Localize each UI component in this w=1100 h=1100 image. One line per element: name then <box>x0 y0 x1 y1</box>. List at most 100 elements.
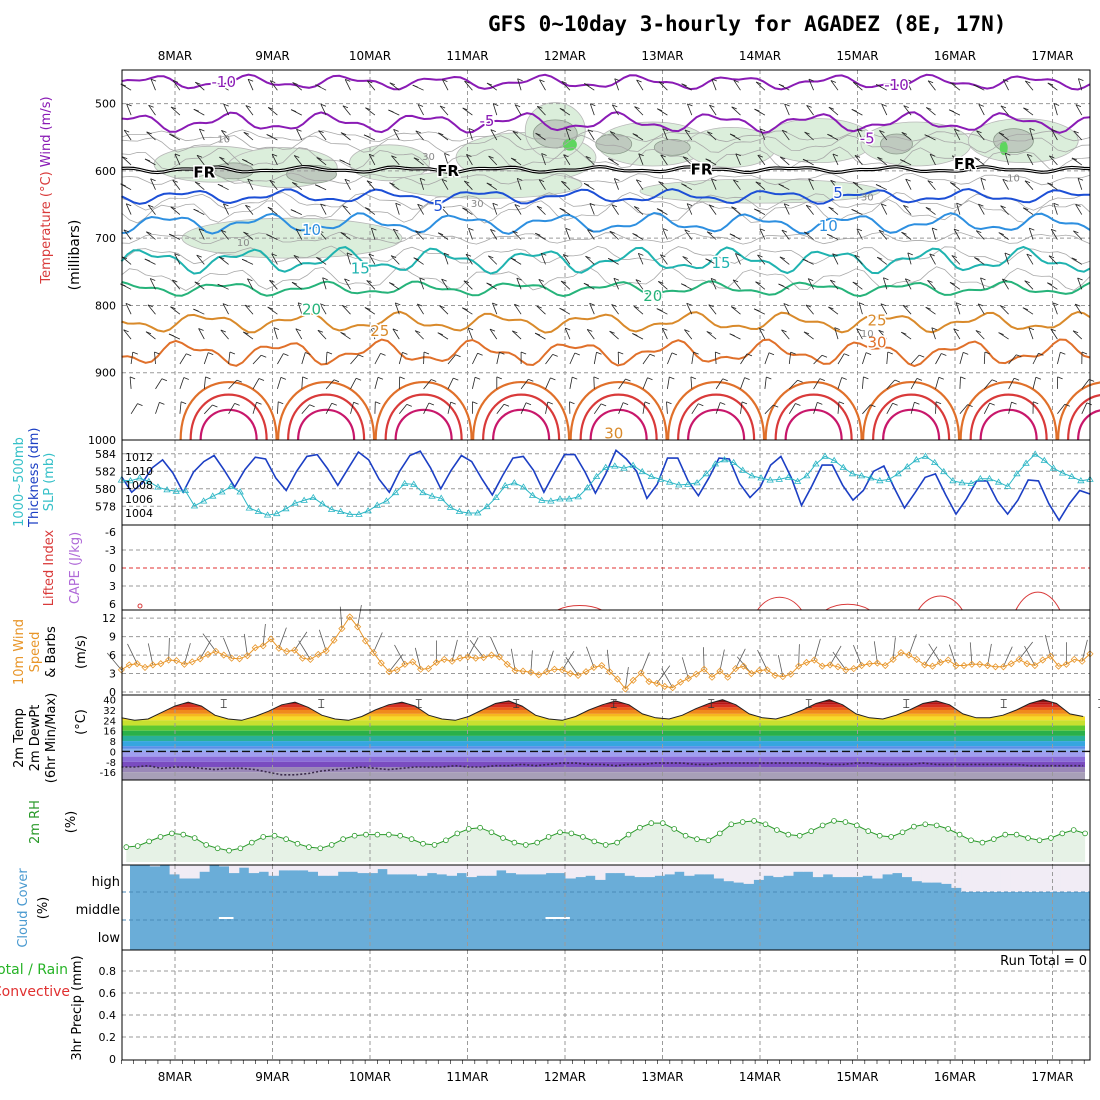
wind-barb <box>901 132 912 141</box>
cloud-high-gap <box>713 865 725 879</box>
wind-barb-flag <box>662 128 669 132</box>
cloud-high-gap <box>832 865 843 878</box>
wind-barb-flag <box>331 402 337 406</box>
cloud-high-gap <box>803 865 814 872</box>
rh2m-point <box>614 839 620 846</box>
wind-barb <box>611 104 619 116</box>
wind-barb <box>903 105 912 116</box>
wind-barb <box>983 351 986 365</box>
wind-barb-flag <box>658 281 664 284</box>
wind-barb-flag <box>589 302 595 306</box>
wind-barb <box>830 180 839 190</box>
wind10-barb <box>969 642 973 665</box>
wind-barb <box>365 107 376 116</box>
wind-barb <box>1024 80 1034 91</box>
wind-barb-flag <box>419 177 426 181</box>
wind-barb <box>706 231 717 240</box>
rh2m-point <box>853 822 860 829</box>
wind-barb-flag <box>746 353 753 357</box>
wind-barb-flag <box>1003 79 1009 82</box>
wind-barb <box>267 206 278 215</box>
wind-barb-flag <box>658 181 664 184</box>
pressure-tick: 900 <box>95 367 116 380</box>
wind-barb-flag <box>754 208 760 212</box>
wind10-barb <box>490 636 500 658</box>
temp-minmax-bar <box>610 699 617 708</box>
wind-barb-flag <box>954 128 960 132</box>
wind-barb-flag <box>316 257 322 260</box>
cloud-high-gap <box>525 865 537 875</box>
slp-point <box>958 479 966 486</box>
rh2m-point <box>420 840 426 847</box>
wind10-barb <box>278 627 287 649</box>
wind-barb <box>441 278 449 290</box>
wind-barb-flag <box>193 208 199 212</box>
date-label-top: 12MAR <box>544 49 586 63</box>
wind-barb <box>660 154 668 166</box>
isotherm-line <box>120 187 1091 205</box>
rh2m-point <box>363 831 369 838</box>
wind10-point <box>141 663 149 671</box>
wind10-point <box>117 666 125 674</box>
wind-barb-flag <box>609 230 615 234</box>
wind-barb-flag <box>122 156 128 160</box>
wind-barb-flag <box>611 304 617 307</box>
slp-point <box>702 470 710 477</box>
wind-barb-flag <box>778 283 784 287</box>
wind-barb <box>174 253 181 265</box>
wind-barb-flag <box>781 229 788 233</box>
wind-barb-flag <box>780 156 786 160</box>
date-label-top: 14MAR <box>739 49 781 63</box>
wind-barb <box>155 402 160 414</box>
temp-band <box>122 704 1085 708</box>
wind-barb <box>517 78 522 91</box>
cloud-high-gap <box>951 865 962 888</box>
wind10-point <box>771 671 779 679</box>
wind-barb <box>368 154 376 166</box>
cloud-high-gap <box>575 865 586 878</box>
wind-barb <box>245 205 254 215</box>
wind-barb <box>125 203 132 215</box>
thickness-label-1: 1000~500mb <box>12 437 27 527</box>
wind-barb-flag <box>442 79 448 82</box>
rh2m-point <box>340 836 346 842</box>
wind-barb <box>463 280 473 290</box>
wind-barb <box>243 231 254 240</box>
wind-barb <box>292 182 303 191</box>
wind-barb-flag <box>298 302 304 306</box>
wind-barb-flag <box>754 108 760 112</box>
slp-point <box>382 497 391 504</box>
wind10-point <box>676 678 685 686</box>
wind-barb <box>172 179 181 190</box>
wind-barb <box>881 104 888 116</box>
cloud-high-gap <box>327 865 339 876</box>
wind-barb <box>955 302 961 315</box>
wind-barb-flag <box>317 329 324 333</box>
rh2m-point <box>842 819 849 825</box>
wind-barb <box>150 78 156 91</box>
wind10-unit: (m/s) <box>74 622 89 682</box>
cloud-high-gap <box>733 865 744 883</box>
wind-barb-flag <box>609 131 616 134</box>
wind-barb <box>569 377 573 389</box>
wind-barb <box>759 228 766 240</box>
wind-barb-flag <box>1048 255 1055 259</box>
wind-barb-flag <box>731 306 737 309</box>
wind-barb <box>243 131 254 141</box>
thickness-line <box>120 448 1091 522</box>
wind-barb <box>269 280 278 290</box>
wind-barb <box>642 377 648 390</box>
wind-barb-flag <box>148 104 154 108</box>
wind-barb-flag <box>217 84 224 87</box>
wind-barb-flag <box>660 254 666 258</box>
cloud-high-gap <box>555 865 566 874</box>
wind-barb-flag <box>150 78 157 82</box>
wind-barb <box>949 282 961 290</box>
slp-point <box>766 476 774 483</box>
temp-minmax-bar <box>415 699 422 708</box>
wind-barb <box>320 203 327 215</box>
wind-barb-flag <box>316 157 322 160</box>
wind10-point <box>913 655 921 663</box>
surface-temp-contour <box>589 408 648 441</box>
wind-barb-flag <box>998 332 1004 335</box>
